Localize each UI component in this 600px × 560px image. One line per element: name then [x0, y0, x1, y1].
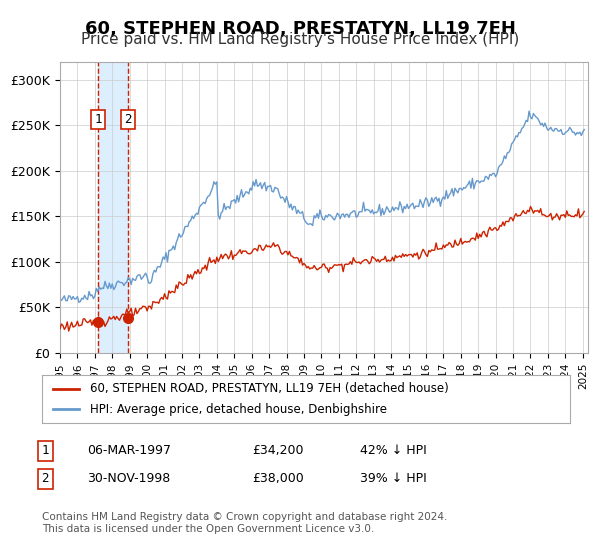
Text: 1: 1 — [94, 113, 102, 127]
Text: HPI: Average price, detached house, Denbighshire: HPI: Average price, detached house, Denb… — [89, 403, 386, 416]
Text: 06-MAR-1997: 06-MAR-1997 — [87, 444, 171, 458]
Text: £34,200: £34,200 — [252, 444, 304, 458]
Text: 30-NOV-1998: 30-NOV-1998 — [87, 472, 170, 486]
Bar — [98, 62, 128, 353]
Text: £38,000: £38,000 — [252, 472, 304, 486]
Text: 2: 2 — [41, 472, 49, 486]
Text: 2: 2 — [125, 113, 132, 127]
Text: Price paid vs. HM Land Registry's House Price Index (HPI): Price paid vs. HM Land Registry's House … — [81, 32, 519, 48]
Text: 42% ↓ HPI: 42% ↓ HPI — [360, 444, 427, 458]
Text: 39% ↓ HPI: 39% ↓ HPI — [360, 472, 427, 486]
Text: 60, STEPHEN ROAD, PRESTATYN, LL19 7EH: 60, STEPHEN ROAD, PRESTATYN, LL19 7EH — [85, 20, 515, 38]
Text: 1: 1 — [41, 444, 49, 458]
Text: Contains HM Land Registry data © Crown copyright and database right 2024.
This d: Contains HM Land Registry data © Crown c… — [42, 512, 448, 534]
Text: 60, STEPHEN ROAD, PRESTATYN, LL19 7EH (detached house): 60, STEPHEN ROAD, PRESTATYN, LL19 7EH (d… — [89, 382, 448, 395]
